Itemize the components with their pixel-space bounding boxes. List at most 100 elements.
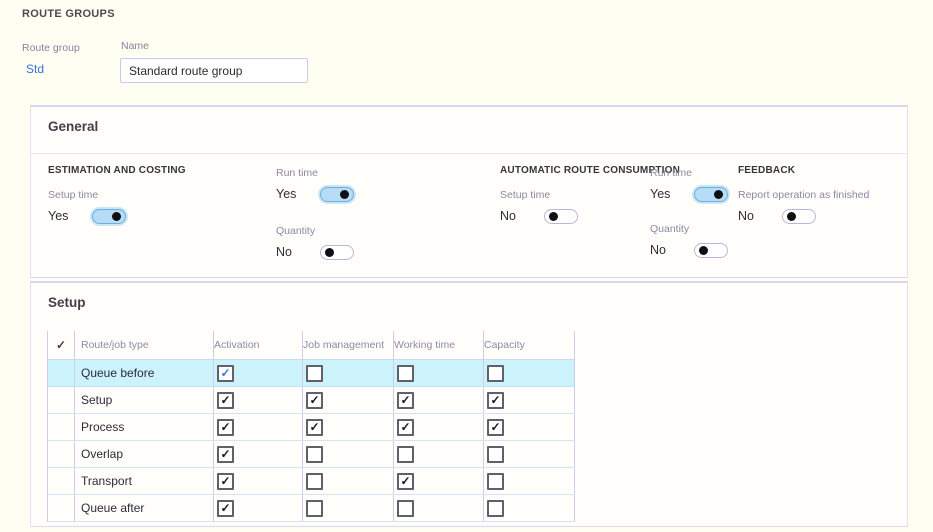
- working-time-checkbox[interactable]: ✓: [397, 472, 414, 490]
- working-time-checkbox[interactable]: [397, 499, 414, 517]
- feedback-report-field: Report operation as finished No: [738, 189, 869, 225]
- select-all-check-icon[interactable]: ✓: [48, 331, 75, 359]
- route-job-type-cell[interactable]: Transport: [75, 468, 214, 494]
- toggle-knob: [714, 189, 723, 199]
- est-setup-time-field: Setup time Yes: [48, 189, 126, 225]
- row-selector-cell[interactable]: [48, 360, 75, 386]
- toggle-knob: [325, 247, 334, 257]
- capacity-cell: [484, 360, 575, 386]
- working-time-cell: [394, 360, 484, 386]
- route-group-label: Route group: [22, 42, 80, 54]
- arc-setup-time-field: Setup time No: [500, 189, 578, 225]
- job-management-cell: ✓: [303, 387, 394, 413]
- column-header-capacity[interactable]: Capacity: [484, 331, 575, 359]
- activation-checkbox[interactable]: ✓: [217, 499, 234, 517]
- table-row[interactable]: Queue before ✓: [48, 360, 575, 387]
- arc-run-time-toggle[interactable]: [694, 186, 728, 202]
- arc-quantity-toggle[interactable]: [694, 242, 728, 258]
- working-time-cell: [394, 441, 484, 467]
- capacity-cell: [484, 468, 575, 494]
- capacity-checkbox[interactable]: ✓: [487, 418, 504, 436]
- route-job-type-cell[interactable]: Setup: [75, 387, 214, 413]
- table-row[interactable]: Setup ✓ ✓ ✓ ✓: [48, 387, 575, 414]
- table-row[interactable]: Queue after ✓: [48, 495, 575, 522]
- estimation-and-costing-header: ESTIMATION AND COSTING: [48, 165, 186, 176]
- general-section: General ESTIMATION AND COSTING Setup tim…: [30, 105, 908, 278]
- row-selector-cell[interactable]: [48, 495, 75, 521]
- route-job-type-cell[interactable]: Process: [75, 414, 214, 440]
- est-setup-time-toggle[interactable]: [92, 208, 126, 224]
- feedback-report-toggle[interactable]: [782, 208, 816, 224]
- est-run-time-toggle[interactable]: [320, 186, 354, 202]
- table-row[interactable]: Transport ✓ ✓: [48, 468, 575, 495]
- est-quantity-toggle[interactable]: [320, 244, 354, 260]
- est-quantity-field: Quantity No: [276, 225, 354, 261]
- job-management-cell: [303, 441, 394, 467]
- capacity-cell: [484, 495, 575, 521]
- job-management-cell: [303, 360, 394, 386]
- job-management-cell: [303, 468, 394, 494]
- route-job-type-label: Process: [81, 420, 125, 434]
- working-time-checkbox[interactable]: [397, 445, 414, 463]
- setup-section: Setup ✓ Route/job type Activation Job ma…: [30, 281, 908, 527]
- arc-quantity-label: Quantity: [650, 223, 690, 235]
- activation-checkbox[interactable]: ✓: [217, 445, 234, 463]
- row-selector-cell[interactable]: [48, 414, 75, 440]
- arc-setup-time-value: No: [500, 209, 516, 223]
- activation-cell: ✓: [214, 468, 303, 494]
- row-selector-cell[interactable]: [48, 387, 75, 413]
- table-row[interactable]: Overlap ✓: [48, 441, 575, 468]
- job-management-checkbox[interactable]: [306, 445, 323, 463]
- job-management-cell: ✓: [303, 414, 394, 440]
- activation-checkbox[interactable]: ✓: [217, 364, 234, 382]
- activation-checkbox[interactable]: ✓: [217, 418, 234, 436]
- arc-setup-time-toggle[interactable]: [544, 208, 578, 224]
- column-header-activation[interactable]: Activation: [214, 331, 303, 359]
- column-header-job-management[interactable]: Job management: [303, 331, 394, 359]
- toggle-knob: [112, 211, 121, 221]
- feedback-report-label: Report operation as finished: [738, 189, 870, 201]
- table-row[interactable]: Process ✓ ✓ ✓ ✓: [48, 414, 575, 441]
- row-selector-cell[interactable]: [48, 441, 75, 467]
- toggle-knob: [340, 189, 349, 199]
- job-management-checkbox[interactable]: [306, 499, 323, 517]
- job-management-checkbox[interactable]: [306, 364, 323, 382]
- working-time-cell: ✓: [394, 414, 484, 440]
- route-group-value-link[interactable]: Std: [26, 62, 45, 76]
- route-job-type-label: Overlap: [81, 447, 124, 461]
- working-time-checkbox[interactable]: ✓: [397, 418, 414, 436]
- name-input[interactable]: [120, 58, 308, 83]
- est-quantity-value: No: [276, 245, 292, 259]
- working-time-checkbox[interactable]: ✓: [397, 391, 414, 409]
- capacity-checkbox[interactable]: [487, 364, 504, 382]
- route-job-type-cell[interactable]: Queue after: [75, 495, 214, 521]
- capacity-checkbox[interactable]: [487, 499, 504, 517]
- arc-quantity-field: Quantity No: [650, 223, 728, 259]
- activation-cell: ✓: [214, 414, 303, 440]
- activation-cell: ✓: [214, 495, 303, 521]
- capacity-cell: ✓: [484, 414, 575, 440]
- route-job-type-cell[interactable]: Queue before: [75, 360, 214, 386]
- route-job-type-label: Transport: [81, 474, 132, 488]
- activation-checkbox[interactable]: ✓: [217, 472, 234, 490]
- feedback-header: FEEDBACK: [738, 165, 796, 176]
- route-job-type-label: Queue before: [81, 366, 155, 380]
- column-header-route-job-type[interactable]: Route/job type: [75, 331, 214, 359]
- table-header-row: ✓ Route/job type Activation Job manageme…: [48, 331, 575, 360]
- activation-checkbox[interactable]: ✓: [217, 391, 234, 409]
- working-time-cell: ✓: [394, 387, 484, 413]
- working-time-checkbox[interactable]: [397, 364, 414, 382]
- arc-quantity-value: No: [650, 243, 666, 257]
- est-run-time-label: Run time: [276, 167, 319, 179]
- column-header-working-time[interactable]: Working time: [394, 331, 484, 359]
- job-management-checkbox[interactable]: ✓: [306, 391, 323, 409]
- capacity-checkbox[interactable]: [487, 472, 504, 490]
- row-selector-cell[interactable]: [48, 468, 75, 494]
- job-management-checkbox[interactable]: [306, 472, 323, 490]
- capacity-checkbox[interactable]: ✓: [487, 391, 504, 409]
- capacity-checkbox[interactable]: [487, 445, 504, 463]
- job-management-checkbox[interactable]: ✓: [306, 418, 323, 436]
- est-run-time-field: Run time Yes: [276, 167, 354, 203]
- route-job-type-cell[interactable]: Overlap: [75, 441, 214, 467]
